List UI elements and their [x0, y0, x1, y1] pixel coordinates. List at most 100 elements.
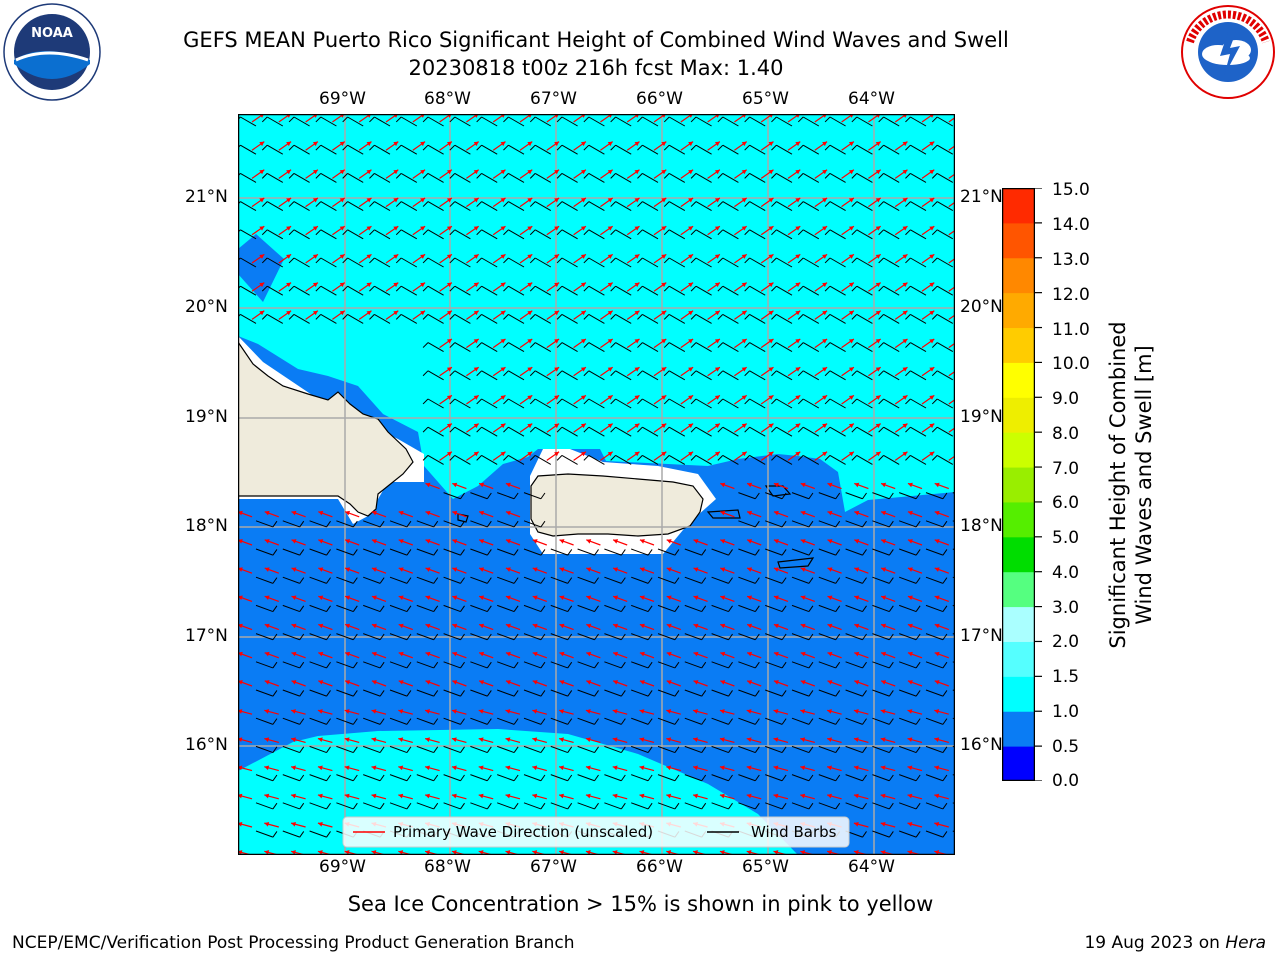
wind-barb-flag — [851, 257, 858, 264]
wind-barb-flag — [460, 520, 465, 528]
colorbar-tick: 1.0 — [1052, 702, 1080, 722]
wind-barb-flag — [637, 257, 643, 264]
wind-barb-flag — [583, 455, 590, 461]
wind-barb-staff — [604, 661, 622, 669]
wind-barb-staff — [427, 426, 444, 437]
lat-tick-right: 17°N — [960, 626, 1003, 646]
wind-barb-flag — [942, 633, 948, 641]
wind-barb-staff — [470, 689, 488, 697]
wind-barb-flag — [781, 690, 787, 697]
lat-tick-left: 21°N — [185, 187, 228, 207]
wind-barb-staff — [604, 604, 622, 613]
wind-barb-staff — [910, 257, 927, 268]
wind-barb-staff — [374, 257, 391, 268]
wind-barb-staff — [749, 426, 766, 437]
wind-barb-flag — [449, 257, 456, 264]
wave-arrowhead — [613, 595, 619, 601]
wind-barb-flag — [797, 229, 804, 236]
wave-arrowhead — [446, 395, 452, 400]
wind-barb-staff — [910, 398, 927, 409]
wave-arrowhead — [902, 197, 908, 203]
wind-barb-flag — [717, 116, 724, 123]
wave-arrowhead — [446, 197, 452, 203]
wave-arrowhead — [452, 595, 458, 601]
wave-arrowhead — [848, 254, 854, 259]
colorbar-cell — [1002, 257, 1035, 294]
wave-arrowhead — [398, 850, 404, 855]
wave-arrowhead — [746, 737, 752, 742]
wind-barb-staff — [282, 745, 300, 754]
wind-barb-flag — [422, 144, 429, 151]
wind-barb-staff — [534, 285, 552, 296]
wind-barb-staff — [829, 144, 846, 155]
wind-barb-staff — [722, 398, 739, 409]
colorbar-cell — [1002, 571, 1035, 608]
wind-barb-flag — [744, 455, 750, 461]
wind-barb-flag — [476, 314, 482, 320]
wind-barb-staff — [936, 229, 954, 240]
wind-barb-flag — [888, 633, 894, 641]
wave-arrowhead — [741, 141, 747, 147]
wave-arrowhead — [554, 197, 560, 203]
wind-barb-staff — [802, 370, 820, 381]
wind-barb-staff — [523, 661, 542, 669]
wave-arrowhead — [371, 539, 377, 544]
wind-barb-staff — [872, 830, 890, 838]
wind-barb-staff — [523, 802, 542, 810]
wind-barb-flag — [486, 746, 492, 753]
wind-barb-staff — [791, 520, 810, 528]
wind-barb-staff — [604, 689, 622, 697]
wind-barb-flag — [701, 633, 707, 641]
wind-barb-staff — [347, 229, 364, 240]
wave-arrowhead — [907, 821, 913, 827]
wind-barb-staff — [470, 492, 488, 500]
wind-barb-staff — [845, 633, 863, 641]
wind-barb-flag — [567, 746, 573, 753]
wind-barb-flag — [449, 116, 456, 123]
wind-barb-flag — [326, 577, 331, 584]
wind-barb-staff — [523, 576, 542, 584]
wind-barb-staff — [899, 689, 917, 697]
wind-barb-staff — [749, 201, 766, 212]
wind-barb-flag — [915, 802, 921, 810]
wind-barb-staff — [523, 520, 542, 528]
wind-barb-staff — [829, 454, 846, 465]
wave-arrowhead — [345, 651, 351, 657]
wave-arrowhead — [527, 226, 533, 231]
wind-barb-flag — [878, 314, 884, 320]
wind-barb-staff — [363, 802, 381, 810]
wind-barb-flag — [369, 116, 375, 123]
wave-arrowhead — [822, 197, 828, 203]
wind-barb-staff — [668, 342, 686, 353]
wind-barb-flag — [808, 577, 814, 584]
wind-barb-staff — [320, 257, 337, 268]
wave-arrowhead — [259, 310, 265, 316]
wind-barb-staff — [899, 802, 917, 810]
wind-barb-flag — [862, 492, 867, 500]
wave-arrowhead — [688, 310, 694, 316]
wind-barb-flag — [513, 718, 519, 725]
wind-barb-flag — [771, 285, 777, 292]
wind-barb-flag — [771, 314, 777, 320]
wind-barb-flag — [406, 718, 412, 725]
wind-barb-staff — [374, 116, 391, 127]
wave-arrowhead — [612, 850, 618, 855]
wind-barb-flag — [647, 633, 653, 641]
wave-arrowhead — [532, 680, 538, 685]
wind-barb-flag — [379, 549, 385, 556]
wind-barb-staff — [936, 116, 954, 127]
colorbar-tick: 5.0 — [1052, 528, 1080, 548]
wind-barb-staff — [631, 548, 649, 556]
wave-arrowhead — [822, 254, 828, 259]
wind-barb-flag — [851, 426, 858, 433]
wind-barb-flag — [406, 549, 412, 556]
wave-arrowhead — [768, 282, 774, 288]
wind-barb-flag — [369, 314, 375, 320]
wave-arrowhead — [580, 310, 586, 316]
wind-barb-staff — [791, 576, 810, 584]
wind-barb-staff — [668, 229, 686, 240]
wave-arrowhead — [693, 595, 699, 601]
wind-barb-flag — [567, 718, 573, 725]
wave-arrowhead — [580, 169, 586, 175]
wave-arrowhead — [500, 169, 506, 175]
